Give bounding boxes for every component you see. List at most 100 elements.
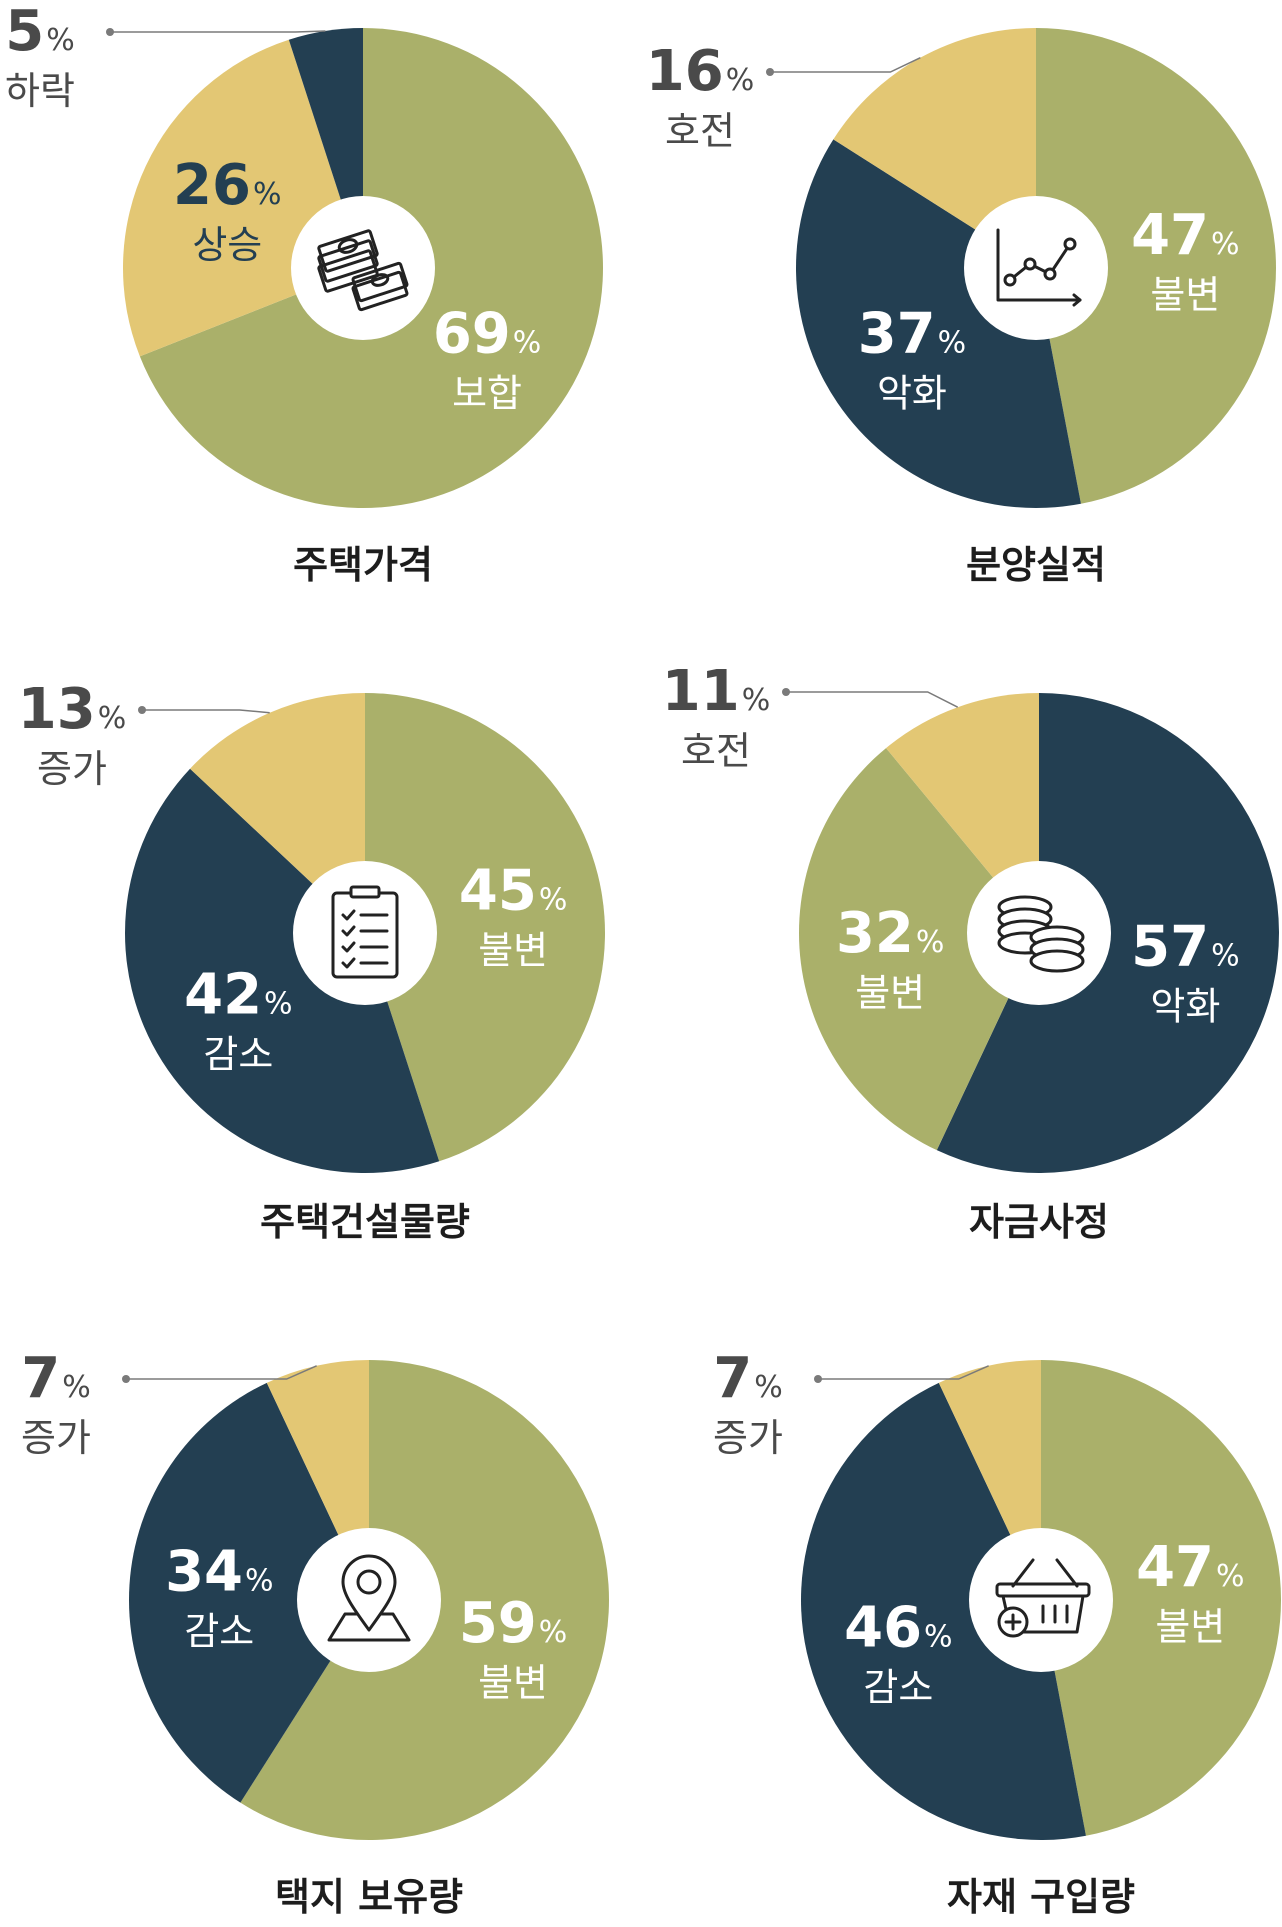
checklist-icon	[331, 885, 399, 979]
money-icon	[317, 229, 409, 312]
pie-slice-5-2	[128, 1382, 369, 1803]
pie-6-slice-2-value-number: 46	[844, 1595, 922, 1660]
pie-title-6: 자재 구입량	[947, 1875, 1135, 1919]
pie-1-slice-2-value-percent: %	[253, 177, 282, 212]
pie-3-slice-1-value-percent: %	[539, 883, 568, 918]
pie-title-1: 주택가격	[293, 543, 433, 587]
pie-2-slice-2-value-percent: %	[938, 325, 967, 360]
pie-5-slice-3-leader-line	[126, 1365, 317, 1380]
pie-4-slice-1-value: 57%	[1131, 915, 1239, 980]
pie-slice-4-2	[799, 748, 1039, 1151]
pie-4-slice-3-value-percent: %	[742, 683, 771, 718]
pie-3-slice-3-value: 13%	[18, 677, 126, 742]
pie-3-slice-3-label: 증가	[37, 747, 107, 791]
pie-1-slice-1-value-number: 69	[433, 301, 511, 366]
pie-2-slice-1-label: 불변	[1150, 273, 1220, 317]
pie-slice-3-3	[190, 693, 365, 933]
pie-2-slice-1-value: 47%	[1131, 203, 1239, 268]
pie-5-slice-3-label: 증가	[21, 1416, 91, 1460]
pie-5-slice-1-value: 59%	[459, 1591, 567, 1656]
pie-5-slice-2-value-percent: %	[245, 1564, 274, 1599]
basket-add-icon	[995, 1558, 1091, 1638]
pie-3-slice-1-label: 불변	[478, 929, 548, 973]
pie-5-slice-2-label: 감소	[184, 1610, 254, 1654]
pie-5-slice-1-label: 불변	[478, 1661, 548, 1705]
pie-title-5: 택지 보유량	[275, 1875, 463, 1919]
pie-2-slice-1-value-percent: %	[1211, 227, 1240, 262]
pie-slice-6-2	[800, 1382, 1086, 1840]
pie-2-slice-3-value-number: 16	[646, 39, 724, 104]
pie-3-slice-2-value-percent: %	[264, 986, 293, 1021]
pie-6-slice-1-value: 47%	[1136, 1535, 1244, 1600]
pie-center-hole	[969, 1528, 1113, 1672]
pie-3-slice-2-value-number: 42	[184, 962, 262, 1027]
pie-3-slice-2-value: 42%	[184, 962, 292, 1027]
pie-6-slice-2-value: 46%	[844, 1595, 952, 1660]
pie-2-slice-3-leader-line	[770, 57, 921, 73]
pie-5-slice-3-value-percent: %	[62, 1370, 91, 1405]
pie-2-slice-2-value-number: 37	[858, 301, 936, 366]
pie-6-slice-2-label: 감소	[863, 1665, 933, 1709]
pie-title-2: 분양실적	[966, 543, 1106, 587]
pie-1-slice-3-value-percent: %	[46, 23, 75, 58]
pie-1-slice-3-label: 하락	[5, 69, 75, 113]
pie-5-slice-3-value: 7%	[21, 1346, 90, 1411]
pie-6-slice-1-label: 불변	[1155, 1605, 1225, 1649]
location-pin-icon	[327, 1554, 411, 1642]
pie-4-slice-1-value-number: 57	[1131, 915, 1209, 980]
pie-6-slice-3-value-percent: %	[754, 1370, 783, 1405]
pie-6-slice-3-leader-line	[818, 1365, 989, 1380]
pie-3-slice-3-value-number: 13	[18, 677, 96, 742]
line-chart-icon	[996, 228, 1082, 307]
pie-2-slice-3-value: 16%	[646, 39, 754, 104]
pie-4-slice-2-label: 불변	[855, 971, 925, 1015]
pie-3-slice-1-value-number: 45	[459, 859, 537, 924]
pie-slice-2-3	[833, 28, 1036, 268]
pie-3-slice-2-label: 감소	[203, 1032, 273, 1076]
pie-2-slice-1-value-number: 47	[1131, 203, 1209, 268]
pie-title-4: 자금사정	[969, 1200, 1109, 1244]
pie-6-slice-1-value-percent: %	[1216, 1559, 1245, 1594]
pie-5-slice-3-value-number: 7	[21, 1346, 60, 1411]
pie-2-slice-2-value: 37%	[858, 301, 966, 366]
pie-4-slice-2-value-number: 32	[836, 901, 914, 966]
pie-1-slice-3-value-number: 5	[5, 0, 44, 64]
pie-2-slice-3-value-percent: %	[726, 63, 755, 98]
pie-5-slice-1-value-percent: %	[539, 1615, 568, 1650]
pie-4-slice-2-value: 32%	[836, 901, 944, 966]
pie-1-slice-3-value: 5%	[5, 0, 74, 64]
pie-4-slice-3-label: 호전	[681, 729, 751, 773]
pie-4-slice-1-label: 악화	[1150, 985, 1220, 1029]
pie-4-slice-1-value-percent: %	[1211, 939, 1240, 974]
pie-6-slice-3-label: 증가	[713, 1416, 783, 1460]
pie-1-slice-2-value: 26%	[173, 153, 281, 218]
pie-1-slice-1-value: 69%	[433, 301, 541, 366]
pie-slice-3-1	[365, 693, 606, 1162]
pie-5-slice-1-value-number: 59	[459, 1591, 537, 1656]
pie-5-slice-2-value: 34%	[165, 1540, 273, 1605]
pie-slice-2-2	[796, 139, 1081, 509]
pie-3-slice-1-value: 45%	[459, 859, 567, 924]
pie-6-slice-3-value-number: 7	[713, 1346, 752, 1411]
pie-slice-3-2	[124, 768, 440, 1173]
pie-1-slice-1-label: 보합	[452, 371, 522, 415]
pie-3-slice-3-leader-line	[142, 709, 270, 714]
pie-center-hole	[293, 861, 437, 1005]
pie-1-slice-3-leader-line	[110, 30, 326, 33]
pie-4-slice-2-value-percent: %	[916, 925, 945, 960]
pie-4-slice-3-leader-line	[786, 691, 959, 708]
pie-6-slice-2-value-percent: %	[924, 1619, 953, 1654]
pie-2-slice-2-label: 악화	[877, 371, 947, 415]
pie-6-slice-3-value: 7%	[713, 1346, 782, 1411]
pie-4-slice-3-value-number: 11	[662, 659, 740, 724]
pie-3-slice-3-value-percent: %	[98, 701, 127, 736]
pie-1-slice-1-value-percent: %	[513, 325, 542, 360]
pie-6-slice-1-value-number: 47	[1136, 1535, 1214, 1600]
